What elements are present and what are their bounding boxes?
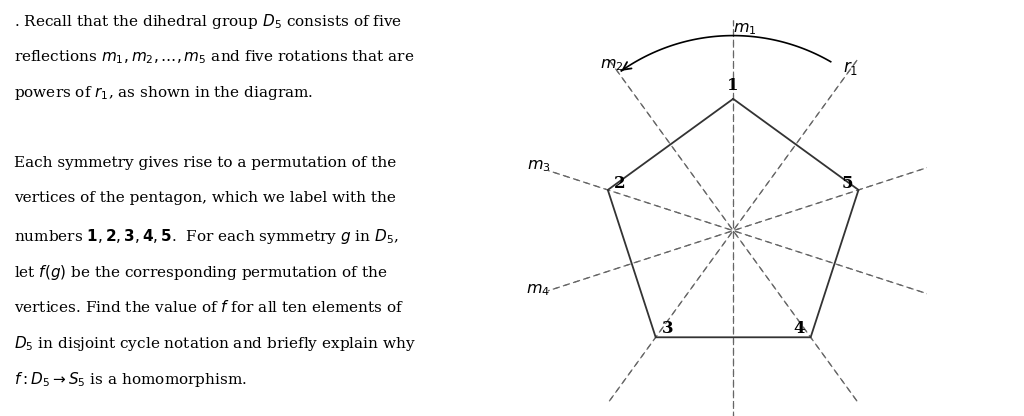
Text: $f : D_5 \to S_5$ is a homomorphism.: $f : D_5 \to S_5$ is a homomorphism. [14,370,247,389]
Text: $D_5$ in disjoint cycle notation and briefly explain why: $D_5$ in disjoint cycle notation and bri… [14,334,416,354]
Text: 4: 4 [794,320,805,337]
Text: $m_3$: $m_3$ [526,157,550,174]
Text: $r_1$: $r_1$ [843,59,858,77]
Text: $m_4$: $m_4$ [526,281,551,298]
Text: $m_1$: $m_1$ [732,20,756,37]
Text: reflections $m_1, m_2, \ldots, m_5$ and five rotations that are: reflections $m_1, m_2, \ldots, m_5$ and … [14,48,415,66]
Text: 1: 1 [727,77,739,94]
Text: let $f(g)$ be the corresponding permutation of the: let $f(g)$ be the corresponding permutat… [14,263,387,282]
Text: vertices. Find the value of $f$ for all ten elements of: vertices. Find the value of $f$ for all … [14,299,404,314]
Text: . Recall that the dihedral group $D_5$ consists of five: . Recall that the dihedral group $D_5$ c… [14,12,402,32]
Text: 5: 5 [842,175,853,192]
Text: $m_2$: $m_2$ [599,56,623,73]
Text: Each symmetry gives rise to a permutation of the: Each symmetry gives rise to a permutatio… [14,156,396,170]
Text: numbers $\mathbf{1}, \mathbf{2}, \mathbf{3}, \mathbf{4}, \mathbf{5}$.  For each : numbers $\mathbf{1}, \mathbf{2}, \mathbf… [14,227,398,246]
Text: powers of $r_1$, as shown in the diagram.: powers of $r_1$, as shown in the diagram… [14,84,313,102]
Text: 2: 2 [613,175,626,192]
Text: vertices of the pentagon, which we label with the: vertices of the pentagon, which we label… [14,191,396,206]
Text: 3: 3 [662,320,673,337]
